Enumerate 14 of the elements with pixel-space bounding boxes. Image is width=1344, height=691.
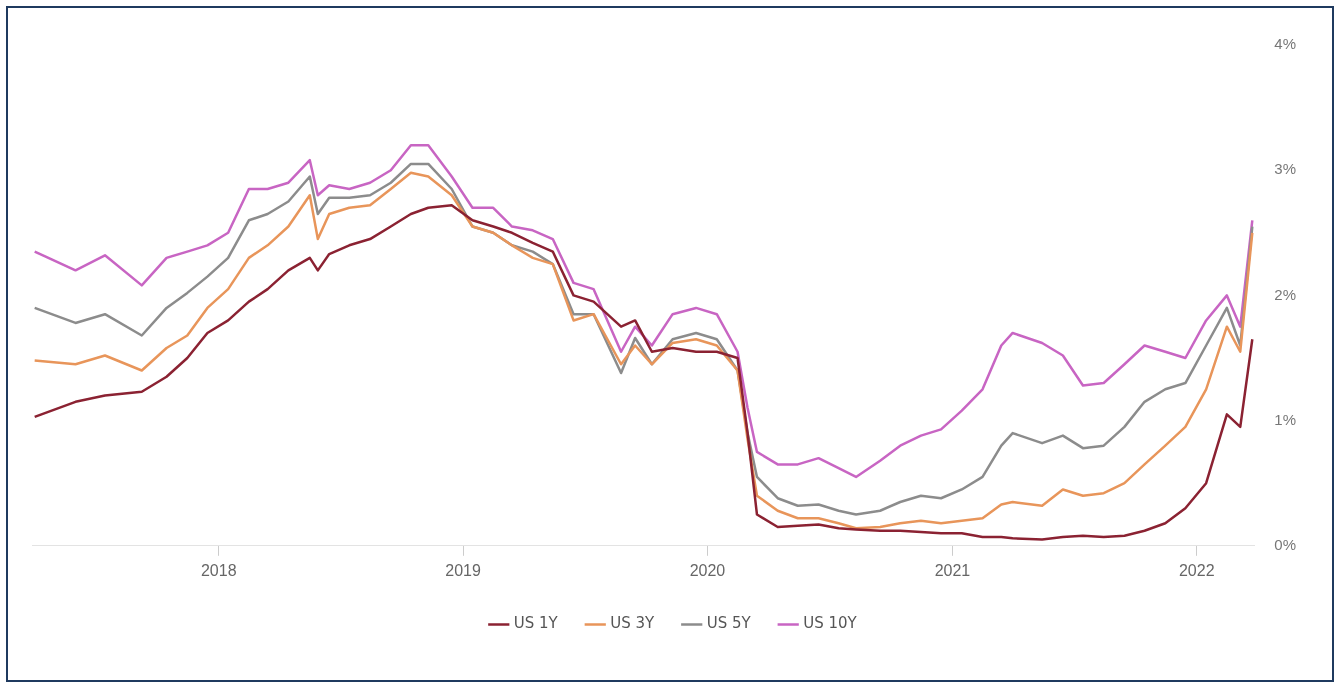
y-tick-label: 2% bbox=[1274, 285, 1297, 303]
y-tick-label: 4% bbox=[1274, 35, 1297, 53]
legend-label: US 3Y bbox=[610, 614, 656, 633]
x-tick-label: 2022 bbox=[1178, 561, 1215, 579]
x-tick-label: 2018 bbox=[200, 561, 237, 579]
y-tick-label: 1% bbox=[1274, 410, 1297, 428]
x-tick-label: 2019 bbox=[445, 561, 481, 579]
y-tick-label: 3% bbox=[1274, 160, 1297, 178]
legend-label: US 10Y bbox=[803, 614, 858, 633]
x-tick-label: 2020 bbox=[689, 561, 726, 579]
y-tick-label: 0% bbox=[1274, 535, 1297, 553]
legend-label: US 1Y bbox=[513, 614, 559, 633]
x-tick-label: 2021 bbox=[934, 561, 971, 579]
legend-label: US 5Y bbox=[706, 614, 752, 633]
